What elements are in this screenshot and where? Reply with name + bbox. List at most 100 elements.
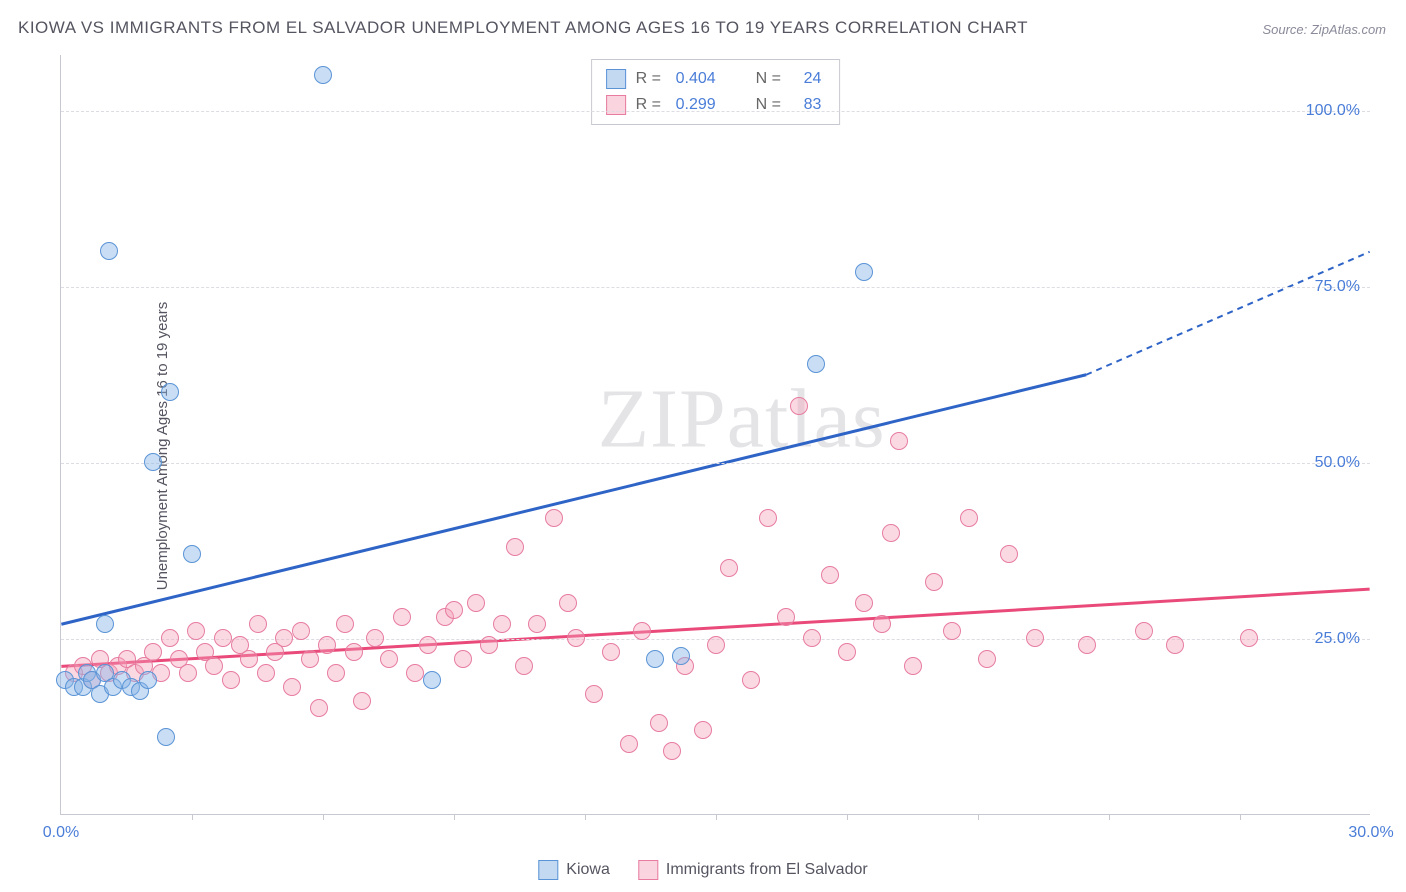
data-point-el_salvador	[620, 735, 638, 753]
data-point-el_salvador	[240, 650, 258, 668]
data-point-el_salvador	[222, 671, 240, 689]
data-point-el_salvador	[336, 615, 354, 633]
n-value-kiowa: 24	[804, 70, 822, 88]
data-point-el_salvador	[419, 636, 437, 654]
data-point-el_salvador	[803, 629, 821, 647]
x-tick-label: 30.0%	[1348, 824, 1393, 842]
data-point-kiowa	[96, 615, 114, 633]
gridline	[61, 111, 1370, 112]
data-point-el_salvador	[345, 643, 363, 661]
data-point-el_salvador	[904, 657, 922, 675]
x-tick	[716, 814, 717, 820]
x-tick	[1240, 814, 1241, 820]
data-point-el_salvador	[318, 636, 336, 654]
y-tick-label: 100.0%	[1306, 102, 1360, 120]
data-point-el_salvador	[301, 650, 319, 668]
data-point-kiowa	[139, 671, 157, 689]
y-tick-label: 25.0%	[1315, 630, 1360, 648]
y-tick-label: 50.0%	[1315, 454, 1360, 472]
data-point-el_salvador	[493, 615, 511, 633]
data-point-kiowa	[144, 453, 162, 471]
swatch-kiowa-icon	[606, 69, 626, 89]
data-point-el_salvador	[960, 509, 978, 527]
data-point-el_salvador	[925, 573, 943, 591]
data-point-el_salvador	[1078, 636, 1096, 654]
data-point-el_salvador	[633, 622, 651, 640]
data-point-el_salvador	[777, 608, 795, 626]
swatch-elsalvador-icon	[638, 860, 658, 880]
x-tick	[1109, 814, 1110, 820]
data-point-el_salvador	[515, 657, 533, 675]
gridline	[61, 463, 1370, 464]
data-point-el_salvador	[602, 643, 620, 661]
data-point-el_salvador	[257, 664, 275, 682]
data-point-el_salvador	[214, 629, 232, 647]
plot-area: ZIPatlas R = 0.404 N = 24 R = 0.299 N = …	[60, 55, 1370, 815]
data-point-el_salvador	[445, 601, 463, 619]
data-point-el_salvador	[559, 594, 577, 612]
data-point-kiowa	[183, 545, 201, 563]
data-point-el_salvador	[187, 622, 205, 640]
data-point-el_salvador	[1026, 629, 1044, 647]
data-point-kiowa	[855, 263, 873, 281]
data-point-el_salvador	[545, 509, 563, 527]
data-point-el_salvador	[283, 678, 301, 696]
data-point-el_salvador	[366, 629, 384, 647]
x-tick	[192, 814, 193, 820]
data-point-el_salvador	[1135, 622, 1153, 640]
legend-item-elsalvador: Immigrants from El Salvador	[638, 860, 868, 880]
data-point-el_salvador	[821, 566, 839, 584]
trendline	[1086, 252, 1369, 375]
data-point-el_salvador	[759, 509, 777, 527]
data-point-kiowa	[314, 66, 332, 84]
data-point-el_salvador	[327, 664, 345, 682]
swatch-kiowa-icon	[538, 860, 558, 880]
data-point-el_salvador	[161, 629, 179, 647]
legend-item-kiowa: Kiowa	[538, 860, 610, 880]
x-tick	[323, 814, 324, 820]
chart-title: KIOWA VS IMMIGRANTS FROM EL SALVADOR UNE…	[18, 18, 1028, 38]
legend-stats-row-kiowa: R = 0.404 N = 24	[606, 66, 822, 92]
y-tick-label: 75.0%	[1315, 278, 1360, 296]
data-point-kiowa	[157, 728, 175, 746]
data-point-el_salvador	[855, 594, 873, 612]
data-point-el_salvador	[585, 685, 603, 703]
data-point-el_salvador	[393, 608, 411, 626]
data-point-kiowa	[100, 242, 118, 260]
data-point-el_salvador	[1000, 545, 1018, 563]
data-point-el_salvador	[506, 538, 524, 556]
data-point-el_salvador	[310, 699, 328, 717]
data-point-el_salvador	[205, 657, 223, 675]
data-point-el_salvador	[890, 432, 908, 450]
data-point-el_salvador	[480, 636, 498, 654]
data-point-el_salvador	[1166, 636, 1184, 654]
x-tick	[847, 814, 848, 820]
trendlines-layer	[61, 55, 1370, 814]
data-point-el_salvador	[1240, 629, 1258, 647]
gridline	[61, 287, 1370, 288]
source-attribution: Source: ZipAtlas.com	[1262, 22, 1386, 37]
x-tick	[454, 814, 455, 820]
data-point-el_salvador	[292, 622, 310, 640]
data-point-el_salvador	[380, 650, 398, 668]
legend-bottom: Kiowa Immigrants from El Salvador	[538, 860, 867, 880]
data-point-el_salvador	[694, 721, 712, 739]
data-point-el_salvador	[943, 622, 961, 640]
x-tick	[978, 814, 979, 820]
legend-stats: R = 0.404 N = 24 R = 0.299 N = 83	[591, 59, 841, 125]
data-point-el_salvador	[790, 397, 808, 415]
data-point-el_salvador	[179, 664, 197, 682]
x-tick-label: 0.0%	[43, 824, 79, 842]
data-point-el_salvador	[275, 629, 293, 647]
data-point-el_salvador	[406, 664, 424, 682]
legend-label-elsalvador: Immigrants from El Salvador	[666, 861, 868, 879]
data-point-kiowa	[646, 650, 664, 668]
data-point-el_salvador	[249, 615, 267, 633]
data-point-el_salvador	[454, 650, 472, 668]
data-point-kiowa	[672, 647, 690, 665]
data-point-el_salvador	[353, 692, 371, 710]
data-point-el_salvador	[978, 650, 996, 668]
data-point-el_salvador	[742, 671, 760, 689]
data-point-el_salvador	[528, 615, 546, 633]
data-point-el_salvador	[144, 643, 162, 661]
